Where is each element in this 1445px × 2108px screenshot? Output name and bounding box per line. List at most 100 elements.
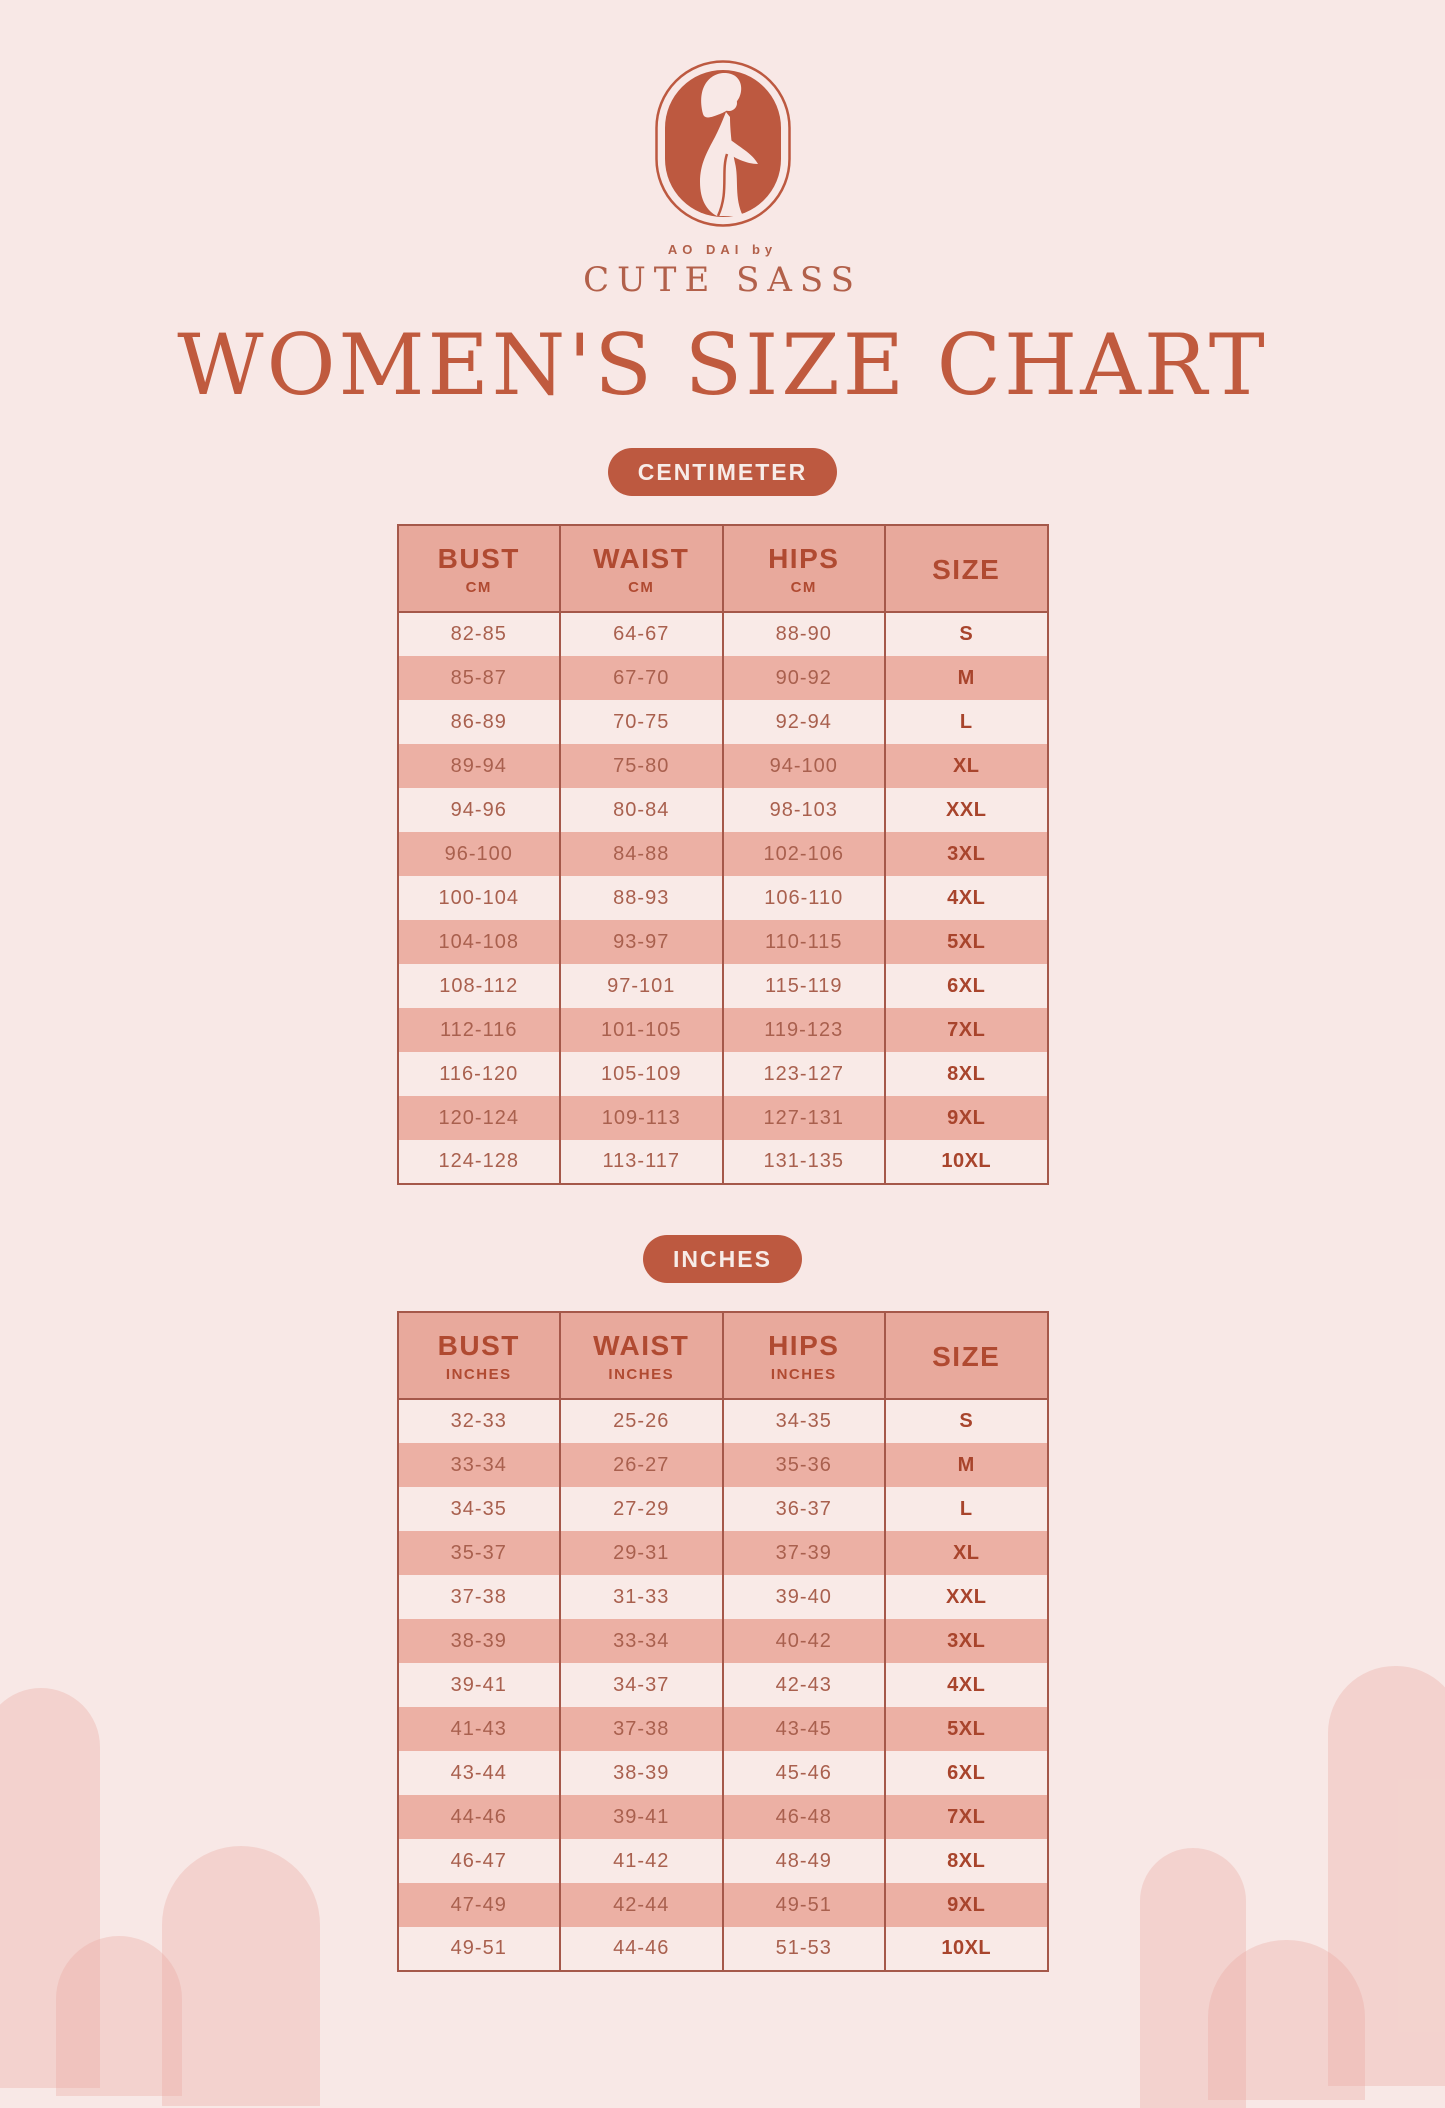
waist-cell: 27-29: [559, 1487, 723, 1531]
hips-cell: 36-37: [721, 1487, 885, 1531]
waist-cell: 113-117: [559, 1140, 723, 1184]
size-row: 100-104 88-93 106-110 4XL: [397, 876, 1048, 920]
size-cell: 8XL: [884, 1052, 1048, 1096]
waist-cell: 93-97: [559, 920, 723, 964]
bust-cell: 44-46: [397, 1795, 560, 1839]
size-cell: L: [884, 700, 1048, 744]
waist-cell: 38-39: [559, 1751, 723, 1795]
bust-cell: 47-49: [397, 1883, 560, 1927]
hips-cell: 127-131: [721, 1096, 885, 1140]
brand-name: CUTE SASS: [583, 260, 862, 300]
bust-cell: 86-89: [397, 700, 560, 744]
column-unit: INCHES: [608, 1366, 675, 1383]
column-unit: CM: [628, 579, 655, 596]
column-header-waist: WAIST CM: [559, 525, 723, 613]
size-cell: M: [884, 1443, 1048, 1487]
bust-cell: 104-108: [397, 920, 560, 964]
size-row: 33-34 26-27 35-36 M: [397, 1443, 1048, 1487]
woman-in-ao-dai-icon: [654, 60, 791, 227]
bust-cell: 35-37: [397, 1531, 560, 1575]
waist-cell: 25-26: [559, 1399, 723, 1443]
bust-cell: 112-116: [397, 1008, 560, 1052]
size-cell: 3XL: [884, 1619, 1048, 1663]
column-label: SIZE: [932, 1340, 1001, 1372]
column-header-size: SIZE: [884, 1312, 1048, 1400]
waist-cell: 109-113: [559, 1096, 723, 1140]
size-cell: 10XL: [884, 1927, 1048, 1971]
size-cell: 5XL: [884, 1707, 1048, 1751]
bust-cell: 41-43: [397, 1707, 560, 1751]
column-header-bust: BUST CM: [397, 525, 560, 613]
hips-cell: 45-46: [721, 1751, 885, 1795]
size-cell: 5XL: [884, 920, 1048, 964]
column-label: HIPS: [768, 543, 840, 574]
size-cell: XL: [884, 1531, 1048, 1575]
hips-cell: 88-90: [721, 612, 885, 656]
column-header-bust: BUST INCHES: [397, 1312, 560, 1400]
size-cell: 6XL: [884, 1751, 1048, 1795]
size-cell: M: [884, 656, 1048, 700]
waist-cell: 97-101: [559, 964, 723, 1008]
size-row: 39-41 34-37 42-43 4XL: [397, 1663, 1048, 1707]
waist-cell: 39-41: [559, 1795, 723, 1839]
waist-cell: 101-105: [559, 1008, 723, 1052]
hips-cell: 40-42: [721, 1619, 885, 1663]
size-row: 41-43 37-38 43-45 5XL: [397, 1707, 1048, 1751]
size-row: 46-47 41-42 48-49 8XL: [397, 1839, 1048, 1883]
inches-badge: INCHES: [643, 1235, 802, 1283]
bust-cell: 100-104: [397, 876, 560, 920]
bust-cell: 124-128: [397, 1140, 560, 1184]
hips-cell: 48-49: [721, 1839, 885, 1883]
waist-cell: 34-37: [559, 1663, 723, 1707]
bust-cell: 94-96: [397, 788, 560, 832]
waist-cell: 70-75: [559, 700, 723, 744]
size-cell: 4XL: [884, 1663, 1048, 1707]
size-row: 116-120 105-109 123-127 8XL: [397, 1052, 1048, 1096]
waist-cell: 42-44: [559, 1883, 723, 1927]
bust-cell: 39-41: [397, 1663, 560, 1707]
column-label: BUST: [437, 1330, 520, 1361]
cm-size-table: BUST CM WAIST CM HIPS CM SIZE 82-85 64-67 88-90 S 8…: [396, 524, 1049, 1185]
waist-cell: 26-27: [559, 1443, 723, 1487]
size-cell: XL: [884, 744, 1048, 788]
bust-cell: 96-100: [397, 832, 560, 876]
size-cell: 7XL: [884, 1795, 1048, 1839]
waist-cell: 29-31: [559, 1531, 723, 1575]
waist-cell: 80-84: [559, 788, 723, 832]
hips-cell: 37-39: [721, 1531, 885, 1575]
waist-cell: 88-93: [559, 876, 723, 920]
size-row: 108-112 97-101 115-119 6XL: [397, 964, 1048, 1008]
size-row: 32-33 25-26 34-35 S: [397, 1399, 1048, 1443]
waist-cell: 44-46: [559, 1927, 723, 1971]
bust-cell: 43-44: [397, 1751, 560, 1795]
hips-cell: 119-123: [721, 1008, 885, 1052]
waist-cell: 41-42: [559, 1839, 723, 1883]
size-row: 82-85 64-67 88-90 S: [397, 612, 1048, 656]
inches-size-table: BUST INCHES WAIST INCHES HIPS INCHES SIZE 32-33…: [396, 1311, 1049, 1972]
size-cell: S: [884, 612, 1048, 656]
hips-cell: 102-106: [721, 832, 885, 876]
hips-cell: 94-100: [721, 744, 885, 788]
size-row: 34-35 27-29 36-37 L: [397, 1487, 1048, 1531]
size-row: 47-49 42-44 49-51 9XL: [397, 1883, 1048, 1927]
hips-cell: 123-127: [721, 1052, 885, 1096]
bust-cell: 108-112: [397, 964, 560, 1008]
waist-cell: 67-70: [559, 656, 723, 700]
size-cell: 6XL: [884, 964, 1048, 1008]
decorative-arch-left-tall: [0, 1688, 100, 2088]
size-row: 85-87 67-70 90-92 M: [397, 656, 1048, 700]
column-header-size: SIZE: [884, 525, 1048, 613]
column-header-waist: WAIST INCHES: [559, 1312, 723, 1400]
size-row: 94-96 80-84 98-103 XXL: [397, 788, 1048, 832]
hips-cell: 90-92: [721, 656, 885, 700]
size-cell: XXL: [884, 788, 1048, 832]
size-row: 35-37 29-31 37-39 XL: [397, 1531, 1048, 1575]
bust-cell: 49-51: [397, 1927, 560, 1971]
waist-cell: 84-88: [559, 832, 723, 876]
size-row: 44-46 39-41 46-48 7XL: [397, 1795, 1048, 1839]
hips-cell: 39-40: [721, 1575, 885, 1619]
waist-cell: 37-38: [559, 1707, 723, 1751]
size-cell: L: [884, 1487, 1048, 1531]
column-unit: INCHES: [445, 1366, 512, 1383]
size-cell: 4XL: [884, 876, 1048, 920]
